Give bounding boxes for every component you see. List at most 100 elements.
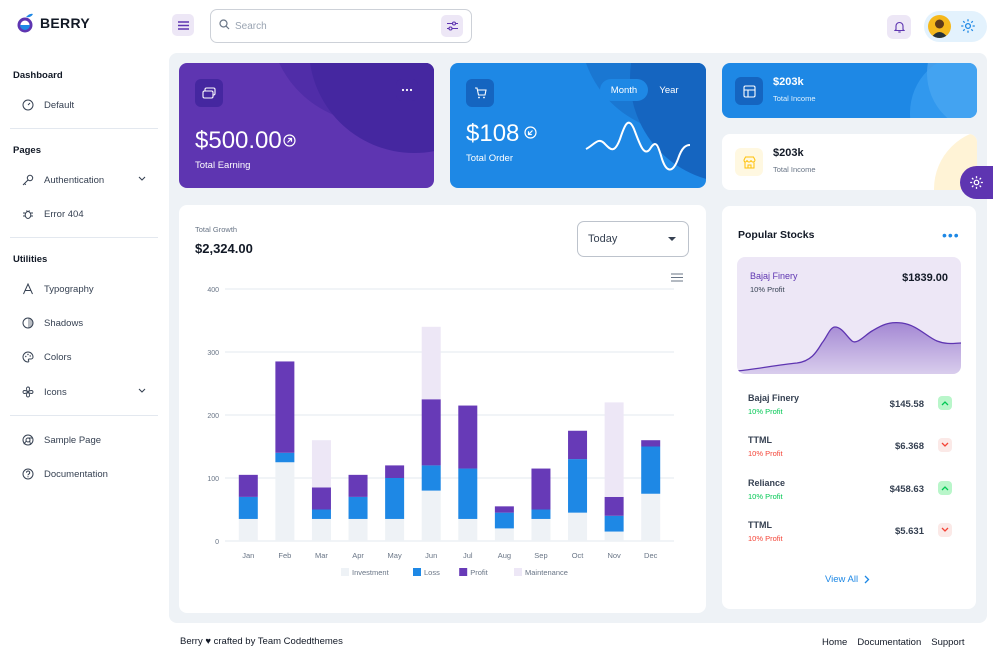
stock-price: $458.63 xyxy=(889,484,924,495)
total-earning-card: $500.00 Total Earning xyxy=(179,63,434,188)
bar-investment xyxy=(531,518,551,541)
sidebar-item-label: Authentication xyxy=(44,174,105,186)
sidebar-item-sample-page[interactable]: Sample Page xyxy=(10,427,158,453)
more-horizontal-icon xyxy=(401,88,413,92)
brand-chrome-icon xyxy=(21,433,35,447)
bar-loss xyxy=(494,512,514,529)
bar-loss xyxy=(568,459,588,513)
sidebar-item-typography[interactable]: Typography xyxy=(10,276,158,302)
sidebar-divider xyxy=(10,237,158,238)
x-tick-label: Feb xyxy=(278,551,291,560)
profile-menu-chip[interactable] xyxy=(924,11,987,42)
sidebar-item-authentication[interactable]: Authentication xyxy=(10,167,158,193)
chevron-down-icon xyxy=(138,388,146,393)
earning-amount: $500.00 xyxy=(195,127,282,154)
income-secondary-tile xyxy=(735,148,763,176)
sidebar-item-error-404[interactable]: Error 404 xyxy=(10,201,158,227)
period-select[interactable]: Today xyxy=(577,221,689,257)
bar-profit xyxy=(238,474,258,497)
bar-loss xyxy=(238,496,258,519)
sidebar-item-label: Documentation xyxy=(44,468,108,480)
period-select-value: Today xyxy=(588,233,618,245)
toggle-year-button[interactable]: Year xyxy=(659,84,679,96)
legend-swatch xyxy=(459,568,468,576)
footer-credit: Berry ♥ crafted by Team Codedthemes xyxy=(180,636,343,647)
stock-name: Bajaj Finery xyxy=(748,393,800,403)
sidebar-item-icons[interactable]: Icons xyxy=(10,379,158,405)
sidebar-item-label: Typography xyxy=(44,283,94,295)
sidebar-item-colors[interactable]: Colors xyxy=(10,344,158,370)
x-tick-label: Jan xyxy=(242,551,254,560)
hero-stock-price: $1839.00 xyxy=(902,272,948,284)
stock-row[interactable]: TTML 10% Profit $6.368 xyxy=(748,435,952,461)
search-input[interactable] xyxy=(235,17,435,35)
shadow-icon xyxy=(21,316,35,330)
growth-label: Total Growth xyxy=(195,225,238,234)
credit-card-icon xyxy=(202,87,216,99)
stock-price: $145.58 xyxy=(889,399,924,410)
bar-loss xyxy=(458,468,478,519)
nav-heading-utilities: Utilities xyxy=(13,254,48,265)
berry-logo-icon xyxy=(17,13,33,33)
sidebar-item-label: Icons xyxy=(44,386,67,398)
search-icon xyxy=(219,19,230,30)
windmill-icon xyxy=(21,385,35,399)
bar-profit xyxy=(604,496,624,516)
bar-investment xyxy=(568,512,588,541)
typography-icon xyxy=(21,282,35,296)
bar-loss xyxy=(531,509,551,519)
footer-link-documentation[interactable]: Documentation xyxy=(857,637,922,648)
sidebar-item-default[interactable]: Default xyxy=(10,92,158,118)
bar-loss xyxy=(641,446,661,494)
earning-more-button[interactable] xyxy=(396,79,418,101)
brand-logo[interactable]: BERRY xyxy=(16,12,90,34)
footer-link-support[interactable]: Support xyxy=(931,637,965,648)
sidebar: Dashboard Default Pages Authentication E… xyxy=(0,52,170,666)
sidebar-item-shadows[interactable]: Shadows xyxy=(10,310,158,336)
order-amount: $108 xyxy=(466,120,520,147)
bug-icon xyxy=(21,207,35,221)
bar-investment xyxy=(385,518,405,541)
chevron-down-icon xyxy=(941,527,949,532)
stock-name: Reliance xyxy=(748,478,786,488)
y-tick-label: 400 xyxy=(207,287,219,294)
search-filter-button[interactable] xyxy=(441,15,463,37)
bar-investment xyxy=(458,518,478,541)
sidebar-item-label: Error 404 xyxy=(44,208,84,220)
sidebar-divider xyxy=(10,415,158,416)
menu-toggle-button[interactable] xyxy=(172,14,194,36)
arrow-down-left-circle-icon xyxy=(524,126,537,139)
stocks-more-button[interactable]: ••• xyxy=(942,227,960,243)
bar-loss xyxy=(311,509,331,519)
user-avatar-icon xyxy=(931,19,948,38)
y-tick-label: 0 xyxy=(215,539,219,546)
stock-row[interactable]: Reliance 10% Profit $458.63 xyxy=(748,478,952,504)
legend-label: Profit xyxy=(470,568,488,577)
table-icon xyxy=(742,84,756,98)
customize-settings-button[interactable] xyxy=(960,166,993,199)
total-order-card: Month Year $108 Total Order xyxy=(450,63,706,188)
view-all-link[interactable]: View All xyxy=(825,574,870,585)
total-income-card-primary: $203k Total Income xyxy=(722,63,977,118)
sidebar-divider xyxy=(10,128,158,129)
footer-link-home[interactable]: Home xyxy=(822,637,848,648)
toggle-month-button[interactable]: Month xyxy=(600,79,648,101)
bar-investment xyxy=(494,528,514,541)
view-all-label: View All xyxy=(825,574,859,585)
avatar[interactable] xyxy=(928,15,951,38)
stock-row[interactable]: TTML 10% Profit $5.631 xyxy=(748,520,952,546)
caret-down-icon xyxy=(668,237,676,241)
x-tick-label: Jun xyxy=(425,551,437,560)
nav-heading-pages: Pages xyxy=(13,145,41,156)
chart-menu-icon[interactable] xyxy=(671,273,683,282)
bar-profit xyxy=(385,465,405,478)
x-tick-label: Mar xyxy=(315,551,328,560)
notifications-button[interactable] xyxy=(887,15,911,39)
x-tick-label: Nov xyxy=(607,551,621,560)
stock-row[interactable]: Bajaj Finery 10% Profit $145.58 xyxy=(748,393,952,419)
settings-gear-icon xyxy=(961,19,975,33)
bar-profit xyxy=(531,468,551,510)
sidebar-item-documentation[interactable]: Documentation xyxy=(10,461,158,487)
y-tick-label: 200 xyxy=(207,413,219,420)
bar-loss xyxy=(275,452,295,463)
